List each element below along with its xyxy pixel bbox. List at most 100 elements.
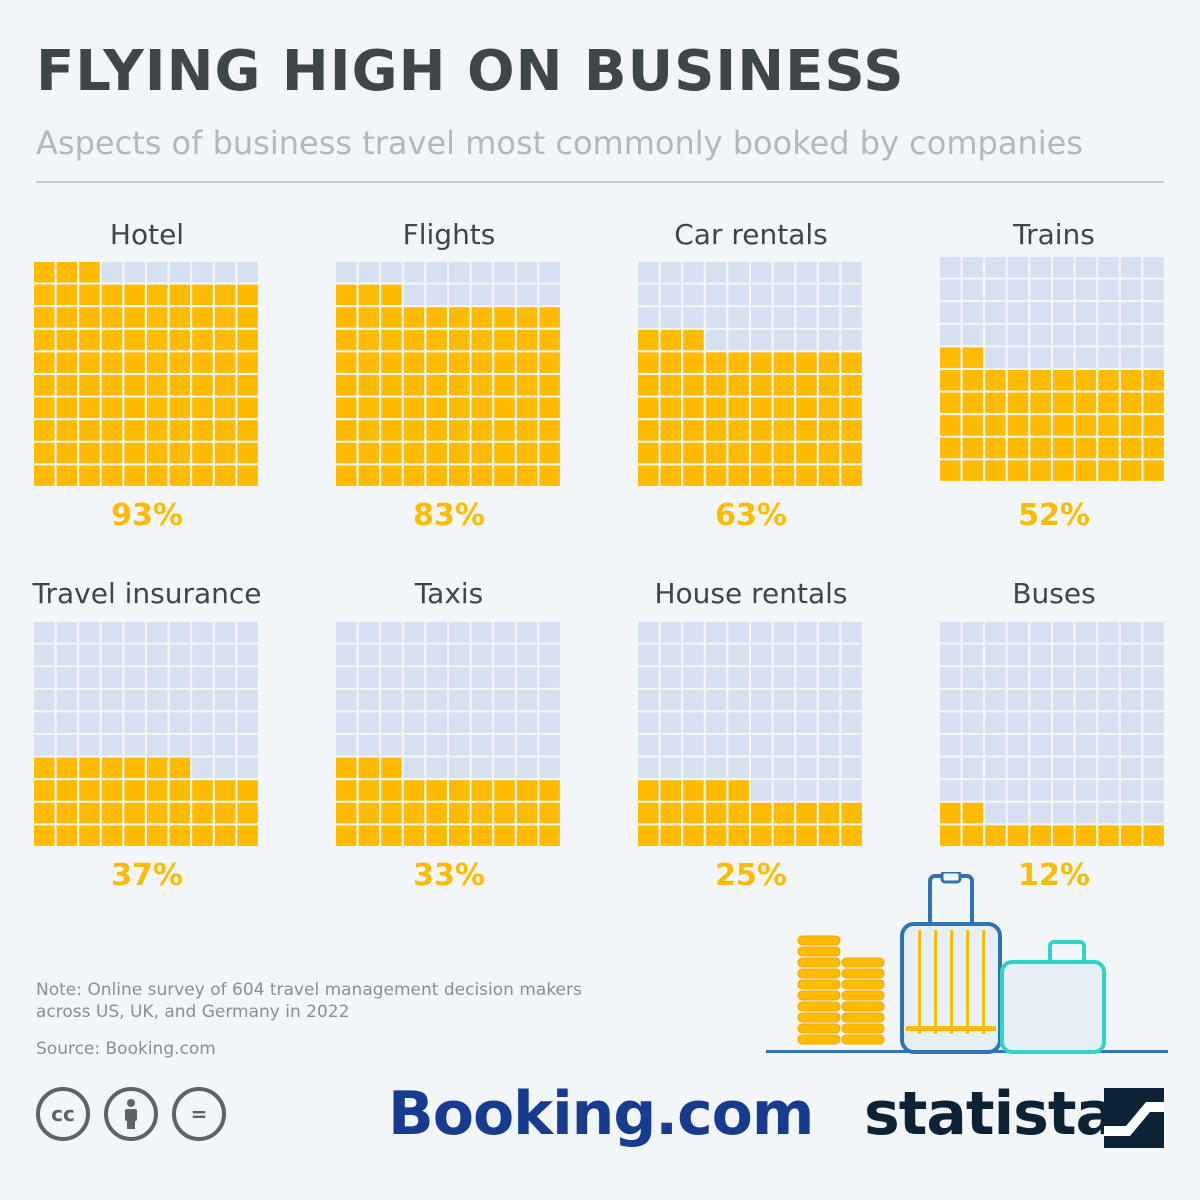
waffle-cell-filled [1075, 392, 1097, 414]
waffle-cell-empty [1120, 757, 1142, 779]
waffle-cell-filled [494, 352, 515, 373]
waffle-cell-empty [1007, 802, 1029, 824]
waffle-cell-empty [1075, 257, 1097, 278]
waffle-cell-empty [539, 644, 560, 666]
waffle-cell-filled [962, 802, 984, 824]
waffle-cell-empty [1030, 347, 1051, 368]
waffle-cell-filled [1007, 370, 1029, 391]
waffle-cell-empty [1053, 689, 1074, 711]
waffle-cell-filled [124, 420, 145, 441]
waffle-cell-empty [985, 780, 1006, 801]
waffle-cell-filled [494, 442, 515, 464]
waffle-cell-empty [124, 712, 145, 733]
waffle-cell-empty [1120, 667, 1142, 688]
waffle-cell-empty [169, 689, 191, 711]
waffle-cell-filled [101, 420, 123, 441]
statista-logo[interactable]: statista [864, 1079, 1116, 1149]
waffle-cell-empty [124, 689, 145, 711]
waffle-cell-empty [705, 262, 727, 283]
waffle-cell-empty [705, 667, 727, 688]
waffle-cell-filled [237, 442, 258, 464]
waffle-cell-empty [1053, 257, 1074, 278]
waffle-cell-filled [192, 825, 213, 846]
waffle-cell-empty [773, 644, 795, 666]
waffle-cell-empty [449, 644, 470, 666]
waffle-cell-empty [705, 284, 727, 306]
waffle-cell-empty [1030, 324, 1051, 346]
waffle-cell-empty [1098, 622, 1119, 643]
waffle-cell-filled [34, 802, 55, 824]
waffle-cell-filled [449, 307, 470, 328]
waffle-cell-empty [426, 667, 447, 688]
waffle-cell-empty [539, 262, 560, 283]
waffle-cell-filled [1098, 415, 1119, 436]
waffle-cell-empty [1143, 757, 1164, 779]
value-label: 25% [715, 858, 787, 893]
waffle-cell-empty [539, 689, 560, 711]
waffle-cell-empty [237, 667, 258, 688]
waffle-cell-empty [1053, 802, 1074, 824]
waffle-cell-empty [841, 262, 862, 283]
waffle-cell-filled [79, 442, 100, 464]
waffle-cell-filled [705, 780, 727, 801]
waffle-cell-filled [471, 420, 493, 441]
cc-icon[interactable]: cc [36, 1087, 90, 1141]
waffle-cell-empty [751, 644, 772, 666]
waffle-cell-filled [147, 825, 168, 846]
waffle-cell-filled [358, 420, 380, 441]
waffle-cell-empty [1030, 802, 1051, 824]
waffle-cell-filled [34, 352, 55, 373]
waffle-cell-empty [985, 735, 1006, 756]
waffle-cell-empty [403, 735, 425, 756]
waffle-cell-empty [169, 667, 191, 688]
waffle-cell-empty [214, 622, 236, 643]
waffle-cell-filled [985, 392, 1006, 414]
waffle-cell-empty [381, 735, 402, 756]
waffle-cell-filled [471, 375, 493, 396]
attribution-icon[interactable] [104, 1087, 158, 1141]
waffle-cell-filled [426, 442, 447, 464]
waffle-cell-empty [962, 689, 984, 711]
no-derivatives-icon[interactable]: = [172, 1087, 226, 1141]
waffle-cell-empty [1053, 712, 1074, 733]
waffle-cell-empty [962, 644, 984, 666]
waffle-cell-filled [101, 802, 123, 824]
waffle-cell-filled [358, 780, 380, 801]
waffle-cell-empty [660, 757, 682, 779]
waffle-cell-filled [214, 397, 236, 419]
waffle-cell-empty [1075, 780, 1097, 801]
waffle-cell-filled [237, 284, 258, 306]
waffle-cell-empty [539, 712, 560, 733]
waffle-cell-filled [818, 397, 840, 419]
waffle-cell-filled [494, 307, 515, 328]
waffle-cell-empty [683, 622, 704, 643]
waffle-cell-filled [192, 307, 213, 328]
waffle-cell-filled [214, 329, 236, 351]
waffle-cell-filled [683, 825, 704, 846]
waffle-cell-filled [34, 442, 55, 464]
waffle-cell-filled [705, 375, 727, 396]
waffle-cell-filled [124, 780, 145, 801]
waffle-cell-empty [494, 735, 515, 756]
waffle-cell-empty [796, 689, 817, 711]
waffle-cell-empty [79, 644, 100, 666]
waffle-cell-filled [705, 442, 727, 464]
waffle-cell-empty [539, 757, 560, 779]
waffle-cell-filled [516, 825, 538, 846]
waffle-cell-empty [449, 667, 470, 688]
waffle-cell-empty [426, 689, 447, 711]
waffle-cell-filled [841, 802, 862, 824]
waffle-cell-filled [214, 825, 236, 846]
waffle-cell-empty [985, 622, 1006, 643]
waffle-cell-empty [985, 712, 1006, 733]
waffle-cell-filled [818, 420, 840, 441]
waffle-cell-filled [539, 825, 560, 846]
waffle-cell-empty [660, 284, 682, 306]
waffle-cell-empty [124, 622, 145, 643]
waffle-cell-filled [426, 352, 447, 373]
waffle-cell-filled [358, 465, 380, 486]
waffle-cell-filled [79, 352, 100, 373]
waffle-cell-empty [358, 689, 380, 711]
waffle-cell-filled [336, 465, 357, 486]
booking-logo[interactable]: Booking.com [388, 1079, 814, 1149]
